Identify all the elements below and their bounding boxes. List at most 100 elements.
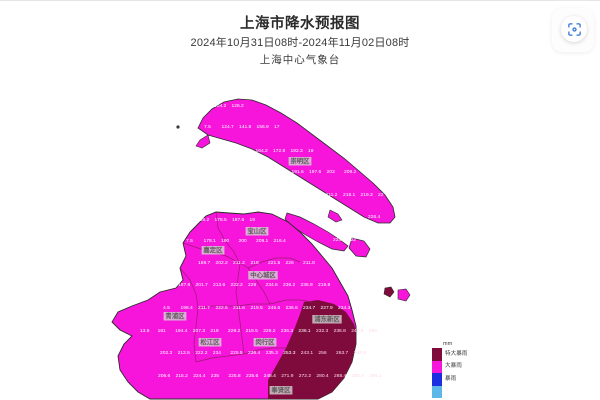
district-name: 浦东新区 bbox=[314, 314, 340, 323]
district-name: 青浦区 bbox=[165, 311, 185, 320]
rainfall-value: 229 bbox=[248, 282, 256, 288]
legend-label: 特大暴雨 bbox=[445, 350, 468, 357]
rainfall-value: 272.2 bbox=[299, 373, 312, 379]
district-name: 闵行区 bbox=[255, 337, 275, 346]
rainfall-value: 19 bbox=[308, 148, 314, 154]
legend: mm 特大暴雨 大暴雨 暴雨 bbox=[432, 341, 496, 398]
rainfall-value: 218.1 bbox=[343, 192, 356, 198]
rainfall-value: 222.5 bbox=[216, 305, 229, 311]
legend-color-swatch bbox=[432, 360, 442, 373]
rainfall-value: 222.2 bbox=[195, 350, 208, 356]
rainfall-value: 124.7 bbox=[222, 124, 235, 130]
rainfall-value: 211.6 bbox=[233, 305, 245, 311]
page-top-divider bbox=[0, 0, 600, 1]
rainfall-value: 178.5 bbox=[215, 217, 228, 223]
rainfall-value: 227.9 bbox=[321, 305, 334, 311]
rainfall-value: 207.3 bbox=[193, 328, 206, 334]
rainfall-value: 236.6 bbox=[286, 305, 299, 311]
rainfall-value: 219 bbox=[210, 328, 218, 334]
legend-color-swatch bbox=[432, 348, 442, 361]
rainfall-value: 190 bbox=[221, 238, 229, 244]
rainfall-value: 197.6 bbox=[309, 169, 322, 175]
rainfall-value: 211.7 bbox=[198, 305, 210, 311]
rainfall-value: 263.7 bbox=[336, 350, 349, 356]
rainfall-value: 213.5 bbox=[178, 350, 191, 356]
rainfall-value: 7.5 bbox=[204, 124, 211, 130]
rainfall-value: 219.5 bbox=[246, 328, 259, 334]
district-label-backdrop bbox=[288, 157, 312, 166]
offshore-islets bbox=[383, 286, 411, 302]
rainfall-value: 182.3 bbox=[291, 148, 304, 154]
rainfall-value: 13.6 bbox=[140, 328, 150, 334]
legend-rows: 特大暴雨 大暴雨 暴雨 bbox=[432, 348, 496, 398]
district-name: 松江区 bbox=[200, 337, 220, 346]
rainfall-value: 248.4 bbox=[264, 373, 277, 379]
rainfall-value: 236.4 bbox=[248, 350, 261, 356]
legend-color-swatch bbox=[432, 373, 442, 386]
rainfall-value: 194.4 bbox=[175, 328, 188, 334]
district-name: 崇明区 bbox=[290, 156, 310, 165]
rainfall-value: 271.9 bbox=[281, 373, 294, 379]
rainfall-value: 200 bbox=[239, 238, 247, 244]
rainfall-value: 221.5 bbox=[268, 260, 281, 266]
rainfall-value: 232.3 bbox=[316, 328, 329, 334]
rainfall-value: 222.2 bbox=[231, 282, 244, 288]
rainfall-value: 166.2 bbox=[197, 217, 210, 223]
district-label-backdrop bbox=[245, 227, 269, 236]
district-name: 宝山区 bbox=[247, 226, 267, 235]
rainfall-value: 229.2 bbox=[228, 328, 241, 334]
forecast-period: 2024年10月31日08时-2024年11月02日08时 bbox=[190, 37, 410, 49]
rainfall-value: 191.6 bbox=[292, 169, 305, 175]
rainfall-value: 224.8 bbox=[333, 237, 346, 243]
district-label-backdrop bbox=[253, 338, 277, 347]
rainfall-value: 187.8 bbox=[178, 282, 191, 288]
rainfall-value: 198.4 bbox=[181, 305, 194, 311]
rainfall-value: 280.4 bbox=[352, 373, 365, 379]
rainfall-value: 209.8 bbox=[308, 192, 321, 198]
legend-row: 特大暴雨 bbox=[432, 348, 496, 361]
rainfall-value: 7.5 bbox=[186, 238, 193, 244]
rainfall-value: 234.7 bbox=[303, 305, 316, 311]
rainfall-value: 288.4 bbox=[334, 373, 347, 379]
rainfall-value: 219.5 bbox=[251, 305, 264, 311]
rainfall-value: 126.2 bbox=[232, 103, 245, 109]
rainfall-value: 256 bbox=[318, 350, 326, 356]
legend-color-swatch bbox=[432, 385, 442, 398]
rainfall-value: 172.8 bbox=[273, 148, 286, 154]
rainfall-value: 235.6 bbox=[246, 373, 259, 379]
rainfall-value: 225.8 bbox=[228, 373, 241, 379]
district-label-backdrop bbox=[201, 246, 225, 255]
district-name: 嘉定区 bbox=[202, 245, 223, 254]
rainfall-value: 236.8 bbox=[334, 328, 347, 334]
rainfall-value: 236.3 bbox=[281, 328, 294, 334]
legend-label: 大暴雨 bbox=[445, 363, 462, 370]
rainfall-value: 236.9 bbox=[301, 282, 314, 288]
rainfall-value: 141.8 bbox=[239, 124, 252, 130]
rainfall-value: 4.5 bbox=[163, 305, 170, 311]
district-name: 中心城区 bbox=[250, 270, 276, 279]
rainfall-value: 156.9 bbox=[257, 124, 270, 130]
district-boundaries bbox=[179, 212, 313, 363]
rainfall-value: 104.2 bbox=[214, 103, 227, 109]
rainfall-value: 218 bbox=[251, 260, 259, 266]
rainfall-value: 183.9 bbox=[274, 169, 287, 175]
rainfall-value: 215.2 bbox=[176, 373, 189, 379]
rainfall-value: 229.2 bbox=[263, 328, 276, 334]
rainfall-value: 226 bbox=[286, 260, 294, 266]
district-label-backdrop bbox=[163, 312, 187, 321]
rainfall-value: 187.6 bbox=[232, 217, 245, 223]
issuing-office: 上海中心气象台 bbox=[259, 54, 341, 66]
district-label-backdrop bbox=[248, 271, 278, 280]
rainfall-value: 234.3 bbox=[338, 305, 351, 311]
district-label-backdrop bbox=[269, 386, 293, 395]
scan-identify-icon bbox=[567, 22, 581, 36]
rainfall-value: 19 bbox=[250, 217, 256, 223]
rainfall-value: 209.1 bbox=[256, 238, 269, 244]
rainfall-value: 280.4 bbox=[316, 373, 329, 379]
legend-label: 暴雨 bbox=[445, 375, 457, 382]
scan-identify-button[interactable] bbox=[561, 16, 587, 42]
rainfall-value: 209.2 bbox=[344, 169, 357, 175]
rainfall-value: 236.1 bbox=[298, 328, 311, 334]
